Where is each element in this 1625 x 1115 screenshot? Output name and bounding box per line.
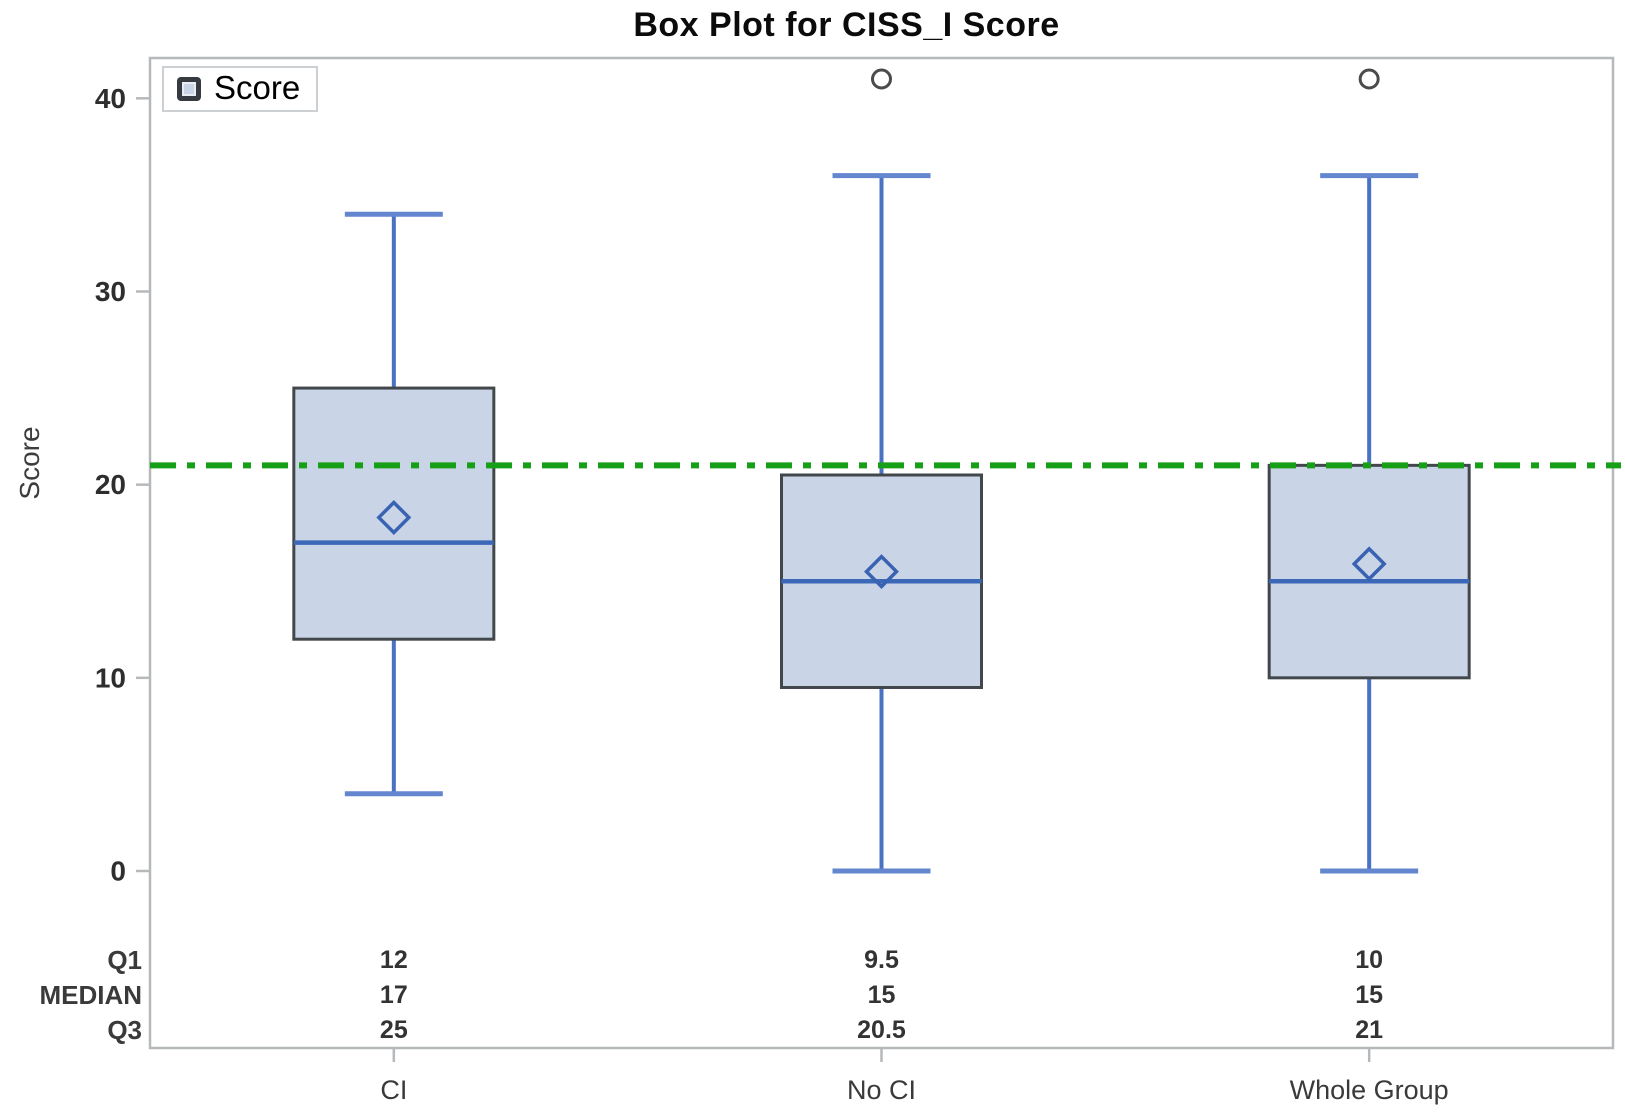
y-axis-title: Score	[14, 426, 45, 500]
stat-value-q3-no-ci: 20.5	[857, 1016, 906, 1044]
mean-marker-no-ci	[864, 554, 899, 590]
stat-value-median-whole-group: 15	[1355, 981, 1383, 1009]
stat-value-q1-no-ci: 9.5	[864, 946, 899, 974]
outlier-point-whole-group	[1358, 68, 1380, 90]
y-tick-label-0: 0	[110, 856, 126, 887]
chart-title: Box Plot for CISS_I Score	[633, 6, 1060, 44]
stat-value-median-ci: 17	[380, 981, 408, 1009]
category-label-no-ci: No CI	[847, 1075, 916, 1105]
stat-value-median-no-ci: 15	[868, 981, 896, 1009]
box-ci	[292, 386, 496, 641]
y-tick-label-30: 30	[95, 276, 126, 307]
legend-label: Score	[214, 69, 301, 106]
mean-marker-ci	[376, 500, 412, 535]
legend: Score	[162, 66, 319, 112]
stat-row-label-median: MEDIAN	[39, 980, 142, 1010]
stat-row-label-q1: Q1	[107, 945, 142, 975]
category-label-whole-group: Whole Group	[1290, 1075, 1449, 1105]
mean-marker-whole-group	[1351, 546, 1387, 582]
y-tick-label-40: 40	[95, 83, 126, 114]
outlier-point-no-ci	[871, 68, 892, 90]
y-tick-label-20: 20	[95, 469, 126, 500]
stat-value-q1-ci: 12	[380, 946, 408, 974]
box-whole-group	[1267, 463, 1471, 680]
stat-value-q3-whole-group: 21	[1355, 1016, 1383, 1044]
category-label-ci: CI	[380, 1075, 407, 1105]
stat-value-q3-ci: 25	[380, 1016, 408, 1044]
y-tick-label-10: 10	[95, 662, 126, 693]
stat-row-label-q3: Q3	[107, 1015, 142, 1045]
stat-value-q1-whole-group: 10	[1355, 946, 1383, 974]
legend-box-swatch-icon	[177, 77, 201, 101]
